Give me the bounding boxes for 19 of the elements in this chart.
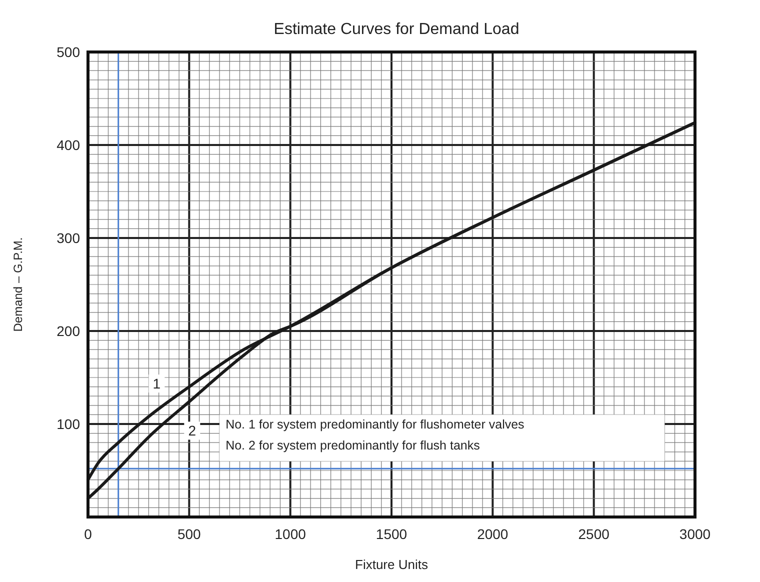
y-tick-label: 200	[56, 323, 80, 339]
x-tick-label: 0	[84, 526, 92, 542]
y-tick-label: 100	[56, 416, 80, 432]
series-label: 2	[188, 422, 196, 439]
y-tick-label: 300	[56, 230, 80, 246]
x-tick-label: 3000	[679, 526, 711, 542]
x-tick-label: 500	[177, 526, 202, 542]
x-tick-label: 2000	[477, 526, 508, 542]
y-tick-label: 500	[56, 44, 80, 60]
annotation: No. 2 for system predominantly for flush tanks	[226, 438, 480, 453]
annotation: No. 1 for system predominantly for flushometer valves	[226, 418, 524, 432]
x-tick-label: 1500	[376, 526, 408, 542]
x-tick-label: 1000	[274, 526, 306, 542]
y-tick-label: 400	[56, 137, 80, 153]
series-label: 1	[152, 376, 161, 392]
x-axis-title: Fixture Units	[355, 557, 428, 572]
chart-title: Estimate Curves for Demand Load	[274, 21, 520, 38]
x-tick-label: 2500	[578, 526, 610, 542]
y-axis-title: Demand – G.P.M.	[11, 237, 25, 332]
